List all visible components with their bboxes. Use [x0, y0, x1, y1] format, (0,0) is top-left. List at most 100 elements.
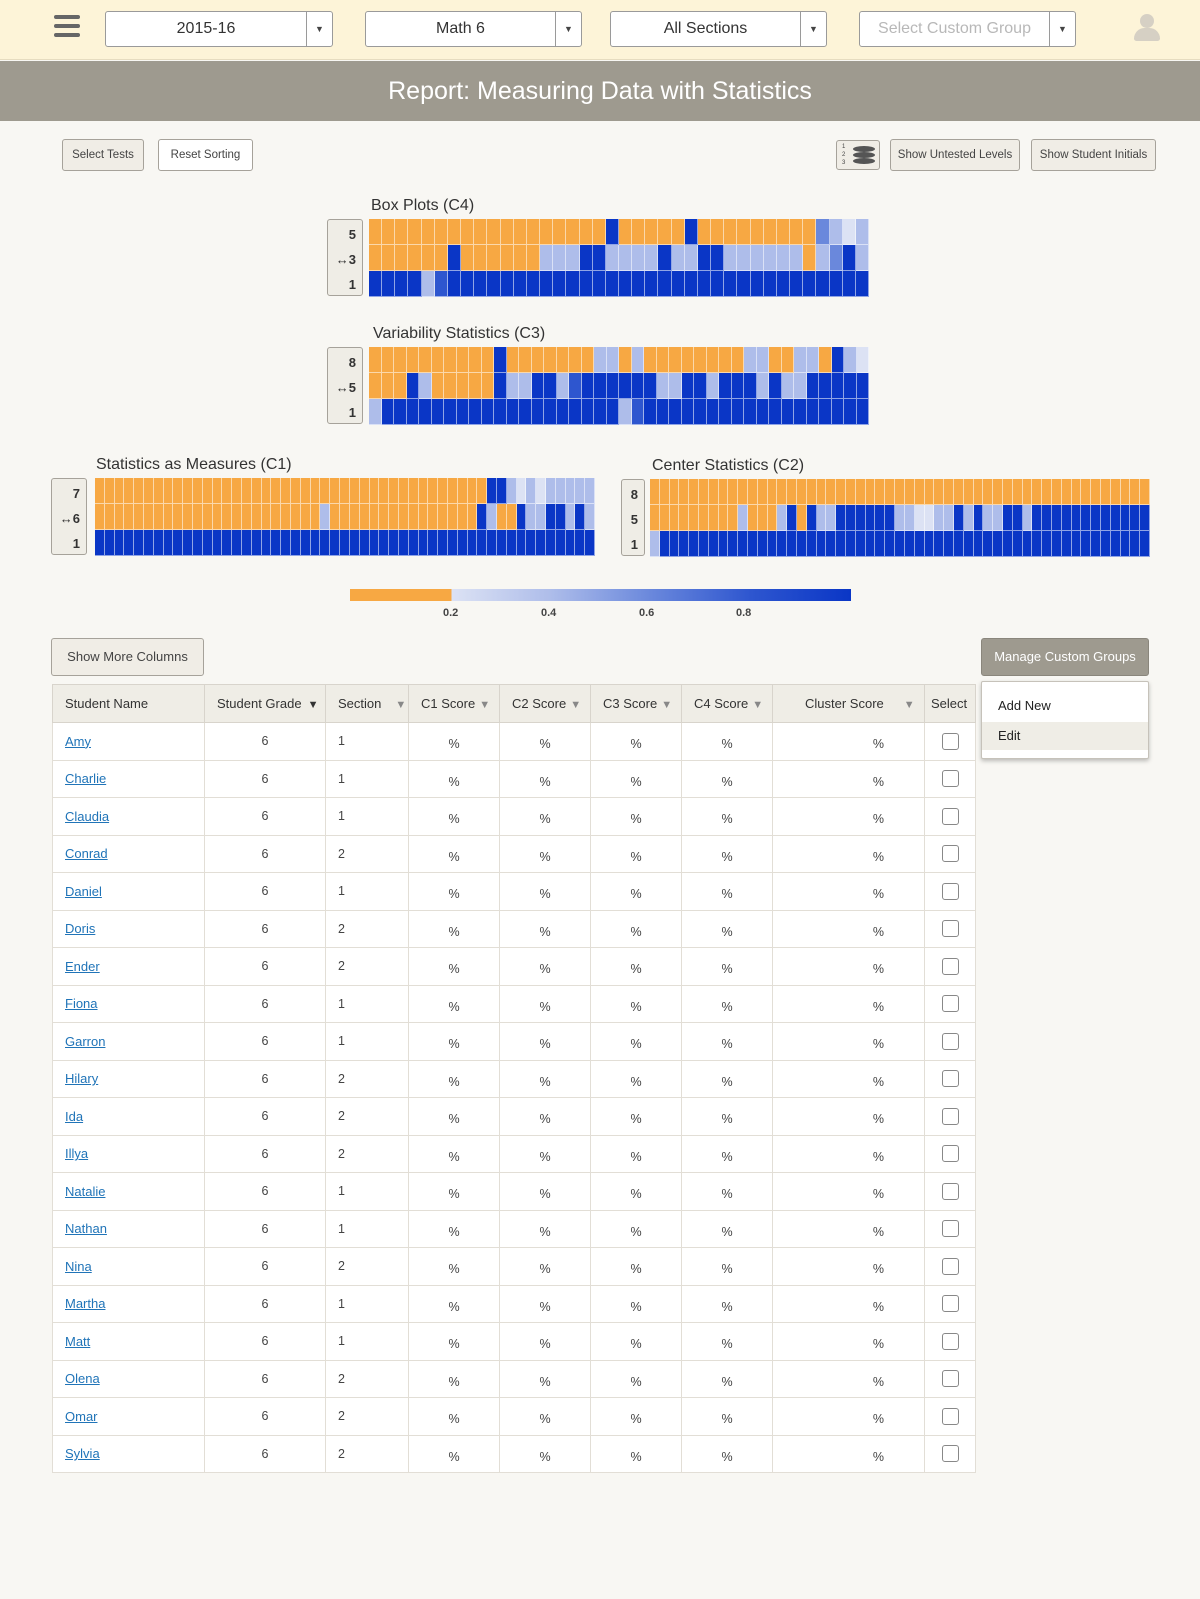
heatmap-cell[interactable]	[777, 531, 788, 557]
heatmap-cell[interactable]	[359, 478, 370, 504]
heatmap-cell[interactable]	[846, 479, 856, 505]
heatmap-cell[interactable]	[679, 479, 690, 505]
heatmap-cell[interactable]	[330, 504, 341, 530]
heatmap-cell[interactable]	[684, 245, 698, 271]
heatmap-cell[interactable]	[632, 271, 646, 297]
heatmap-cell[interactable]	[581, 373, 594, 399]
heatmap-cell[interactable]	[222, 504, 233, 530]
heatmap-cell[interactable]	[777, 479, 788, 505]
heatmap-cell[interactable]	[536, 478, 546, 504]
heatmap-cell[interactable]	[659, 505, 670, 531]
heatmap-cell[interactable]	[1032, 505, 1043, 531]
heatmap-cell[interactable]	[438, 478, 448, 504]
heatmap-cell[interactable]	[513, 219, 527, 245]
heatmap-cell[interactable]	[494, 347, 507, 373]
heatmap-cell[interactable]	[481, 399, 494, 425]
heatmap-cell[interactable]	[797, 479, 807, 505]
heatmap-cell[interactable]	[904, 505, 915, 531]
heatmap-cell[interactable]	[803, 245, 817, 271]
student-name-link[interactable]: Amy	[65, 733, 91, 749]
heatmap-cell[interactable]	[790, 245, 804, 271]
heatmap-cell[interactable]	[806, 505, 817, 531]
heatmap-cell[interactable]	[469, 399, 482, 425]
heatmap-cell[interactable]	[656, 347, 669, 373]
heatmap-cell[interactable]	[1100, 505, 1111, 531]
heatmap-cell[interactable]	[592, 219, 606, 245]
heatmap-cell[interactable]	[846, 505, 856, 531]
heatmap-cell[interactable]	[447, 271, 462, 297]
heatmap-cell[interactable]	[134, 530, 145, 556]
show-student-initials-button[interactable]: Show Student Initials	[1031, 139, 1156, 171]
year-dropdown[interactable]: 2015-16 ▼	[105, 11, 333, 47]
heatmap-cell[interactable]	[585, 530, 595, 556]
heatmap-cell[interactable]	[842, 219, 856, 245]
heatmap-cell[interactable]	[418, 504, 429, 530]
heatmap-cell[interactable]	[924, 505, 935, 531]
heatmap-cell[interactable]	[744, 399, 757, 425]
student-name-link[interactable]: Nina	[65, 1258, 92, 1274]
menu-item-add-new[interactable]: Add New	[998, 698, 1051, 713]
heatmap-cell[interactable]	[776, 245, 791, 271]
student-name-link[interactable]: Natalie	[65, 1183, 106, 1199]
heatmap-cell[interactable]	[487, 219, 501, 245]
heatmap-cell[interactable]	[251, 530, 262, 556]
heatmap-cell[interactable]	[519, 399, 532, 425]
heatmap-cell[interactable]	[681, 373, 694, 399]
heatmap-cell[interactable]	[431, 399, 444, 425]
heatmap-cell[interactable]	[428, 504, 439, 530]
heatmap-cell[interactable]	[711, 219, 725, 245]
heatmap-cell[interactable]	[349, 478, 360, 504]
select-checkbox[interactable]	[941, 807, 959, 825]
heatmap-cell[interactable]	[744, 373, 757, 399]
heatmap-cell[interactable]	[819, 347, 832, 373]
sort-down-icon[interactable]: ▼	[307, 699, 319, 711]
heatmap-cell[interactable]	[669, 373, 682, 399]
heatmap-cell[interactable]	[144, 530, 154, 556]
heatmap-cell[interactable]	[222, 530, 233, 556]
user-avatar-icon[interactable]	[1134, 14, 1160, 42]
heatmap-cell[interactable]	[579, 271, 593, 297]
heatmap-cell[interactable]	[340, 478, 350, 504]
heatmap-cell[interactable]	[645, 271, 659, 297]
heatmap-cell[interactable]	[829, 271, 843, 297]
heatmap-cell[interactable]	[531, 373, 544, 399]
heatmap-cell[interactable]	[477, 504, 488, 530]
heatmap-cell[interactable]	[671, 271, 685, 297]
heatmap-cell[interactable]	[369, 347, 382, 373]
heatmap-cell[interactable]	[506, 399, 519, 425]
heatmap-cell[interactable]	[467, 504, 478, 530]
heatmap-cell[interactable]	[461, 271, 475, 297]
heatmap-cell[interactable]	[544, 399, 557, 425]
heatmap-cell[interactable]	[519, 373, 532, 399]
heatmap-cell[interactable]	[421, 271, 435, 297]
heatmap-cell[interactable]	[202, 530, 213, 556]
heatmap-cell[interactable]	[731, 399, 744, 425]
heatmap-cell[interactable]	[953, 479, 964, 505]
heatmap-cell[interactable]	[406, 373, 419, 399]
heatmap-cell[interactable]	[697, 245, 712, 271]
heatmap-cell[interactable]	[212, 504, 223, 530]
heatmap-cell[interactable]	[556, 399, 569, 425]
heatmap-cell[interactable]	[496, 530, 507, 556]
heatmap-cell[interactable]	[748, 531, 758, 557]
heatmap-cell[interactable]	[606, 373, 619, 399]
heatmap-cell[interactable]	[684, 219, 698, 245]
heatmap-cell[interactable]	[461, 219, 475, 245]
heatmap-cell[interactable]	[553, 245, 567, 271]
header-c1-score[interactable]: C1 Score ▼	[408, 684, 500, 723]
heatmap-cell[interactable]	[406, 347, 419, 373]
heatmap-cell[interactable]	[330, 478, 341, 504]
student-name-link[interactable]: Fiona	[65, 996, 98, 1012]
heatmap-cell[interactable]	[544, 373, 557, 399]
heatmap-cell[interactable]	[575, 530, 586, 556]
heatmap-cell[interactable]	[418, 478, 429, 504]
heatmap-cell[interactable]	[944, 531, 954, 557]
heatmap-cell[interactable]	[447, 530, 458, 556]
heatmap-cell[interactable]	[1091, 531, 1101, 557]
heatmap-cell[interactable]	[222, 478, 233, 504]
select-checkbox[interactable]	[941, 770, 959, 788]
heatmap-cell[interactable]	[251, 478, 262, 504]
select-checkbox[interactable]	[941, 732, 959, 750]
heatmap-cell[interactable]	[1051, 531, 1062, 557]
heatmap-cell[interactable]	[434, 271, 448, 297]
